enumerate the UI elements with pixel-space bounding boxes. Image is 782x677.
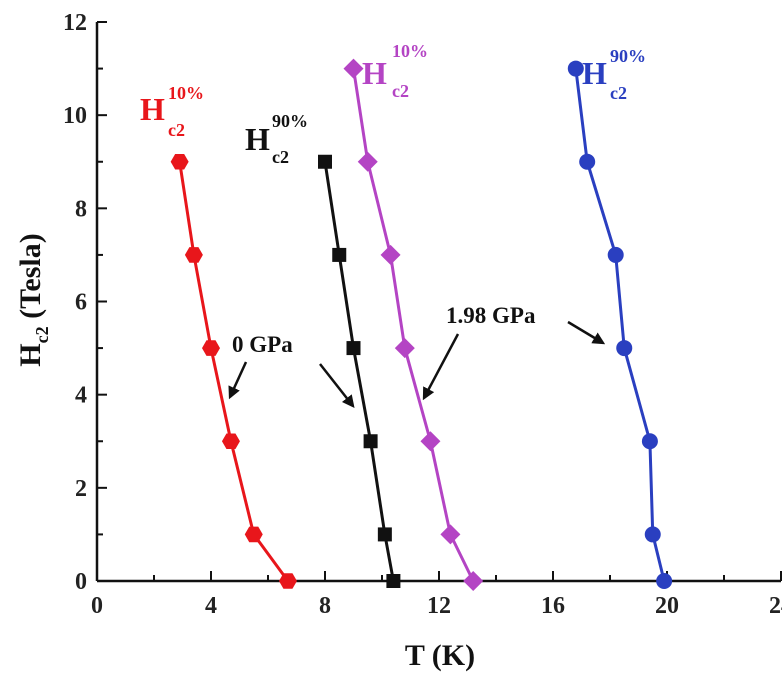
x-tick-label: 4 [205, 593, 217, 619]
data-point [463, 571, 484, 591]
svg-text:Hc2 (Tesla): Hc2 (Tesla) [14, 233, 52, 366]
data-point [184, 247, 203, 263]
svg-text:H: H [582, 55, 607, 91]
svg-text:H: H [362, 55, 387, 91]
data-point [332, 247, 347, 262]
arrow-0gpa-to-black [319, 363, 355, 408]
x-tick-label: 20 [655, 593, 679, 619]
data-point [386, 574, 401, 588]
y-axis-title-subscript: c2 [32, 326, 52, 343]
svg-text:10%: 10% [168, 83, 204, 103]
series-3 [567, 60, 673, 589]
data-point [202, 340, 220, 356]
data-point [221, 433, 240, 450]
arrow-198gpa-to-blue [567, 320, 606, 345]
data-point [394, 338, 415, 359]
x-tick-label: 24 [769, 593, 782, 619]
y-axis-title: Hc2 (Tesla) [14, 233, 52, 366]
series-label-red: H 10% c2 [140, 83, 204, 140]
arrow-0gpa-to-red [228, 361, 248, 400]
data-point [318, 154, 332, 169]
series-label-black: H 90% c2 [245, 111, 308, 167]
x-tick-label: 12 [427, 593, 451, 619]
data-point [377, 527, 392, 542]
svg-text:90%: 90% [272, 111, 308, 131]
series-line [178, 161, 290, 582]
series-layer [170, 58, 673, 591]
svg-text:c2: c2 [168, 120, 185, 140]
y-tick-label: 2 [75, 476, 87, 502]
data-point [656, 573, 673, 589]
data-point [357, 151, 378, 172]
series-label-magenta: H 10% c2 [362, 41, 428, 101]
series-line [574, 68, 666, 582]
svg-text:c2: c2 [272, 147, 289, 167]
data-point [170, 153, 189, 170]
data-point [579, 153, 596, 170]
data-point [607, 246, 624, 263]
annotation-0gpa: 0 GPa [232, 332, 293, 357]
series-line [323, 161, 395, 582]
annotation-0gpa-arrows [228, 361, 355, 408]
x-tick-label: 0 [91, 593, 103, 619]
svg-text:10%: 10% [392, 41, 428, 61]
svg-text:c2: c2 [610, 83, 627, 103]
data-point [346, 341, 361, 356]
data-point [343, 58, 364, 79]
arrow-198gpa-to-magenta [422, 333, 460, 401]
x-axis-title: T (K) [405, 639, 475, 672]
data-point [363, 434, 378, 449]
x-tick-label: 8 [319, 593, 331, 619]
axes [95, 22, 781, 583]
series-label-blue: H 90% c2 [582, 46, 646, 103]
x-tick-label: 16 [541, 593, 565, 619]
data-point [380, 244, 401, 265]
data-point [440, 524, 461, 545]
series-2 [343, 58, 484, 591]
y-tick-label: 0 [75, 569, 87, 595]
ticks: 04812162024024681012 [63, 10, 782, 619]
annotation-198gpa: 1.98 GPa [446, 303, 536, 328]
y-tick-label: 4 [75, 383, 87, 409]
data-point [278, 573, 297, 589]
data-point [644, 526, 661, 543]
data-point [616, 340, 633, 357]
series-0 [170, 153, 297, 589]
annotation-198gpa-arrows [422, 320, 606, 401]
svg-text:H: H [140, 91, 165, 127]
y-tick-label: 10 [63, 103, 87, 129]
y-tick-label: 6 [75, 290, 87, 316]
y-tick-label: 8 [75, 196, 87, 222]
data-point [567, 60, 584, 77]
svg-text:90%: 90% [610, 46, 646, 66]
data-point [244, 526, 263, 543]
y-tick-label: 12 [63, 10, 87, 36]
data-point [420, 431, 441, 452]
svg-text:H: H [245, 121, 270, 157]
series-1 [318, 154, 401, 588]
svg-text:c2: c2 [392, 81, 409, 101]
data-point [641, 433, 658, 450]
